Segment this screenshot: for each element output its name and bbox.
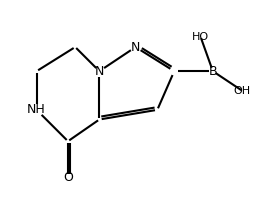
- Text: N: N: [131, 41, 140, 54]
- Text: B: B: [209, 65, 217, 78]
- Text: NH: NH: [27, 103, 46, 116]
- Text: HO: HO: [192, 32, 209, 42]
- Text: O: O: [63, 171, 73, 184]
- Text: N: N: [95, 65, 104, 78]
- Text: OH: OH: [233, 85, 250, 96]
